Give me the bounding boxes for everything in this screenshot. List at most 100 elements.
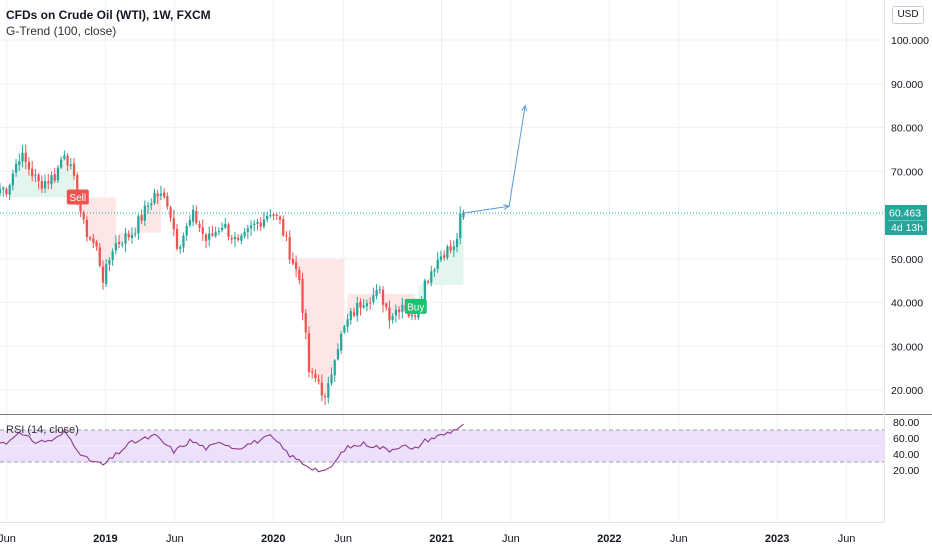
- candle: [159, 193, 163, 196]
- time-tick-label: Jun: [502, 533, 520, 545]
- candle: [285, 235, 288, 237]
- candle: [69, 164, 72, 167]
- candle: [443, 255, 446, 258]
- time-tick-label: Jun: [670, 533, 688, 545]
- candle: [72, 163, 76, 176]
- candle: [272, 214, 275, 216]
- price-tick-label: 40.000: [891, 298, 923, 310]
- candle: [291, 258, 295, 264]
- candle: [50, 175, 53, 185]
- candle: [317, 379, 320, 382]
- candle: [253, 223, 256, 225]
- candle: [455, 238, 459, 248]
- candle: [0, 188, 2, 194]
- candle: [423, 280, 426, 300]
- candle: [24, 152, 27, 162]
- candle: [262, 219, 266, 227]
- signal-sell-badge: [66, 189, 89, 205]
- candle: [208, 233, 211, 240]
- candle: [352, 312, 356, 316]
- candle: [60, 159, 63, 168]
- candle: [323, 396, 327, 398]
- candle: [211, 233, 214, 236]
- candle: [5, 188, 8, 195]
- candle: [320, 382, 323, 396]
- indicator-label[interactable]: G-Trend (100, close): [6, 24, 117, 38]
- candle: [121, 244, 124, 246]
- candle: [343, 326, 346, 333]
- candle: [140, 215, 143, 221]
- candle: [275, 215, 278, 217]
- candle: [101, 266, 105, 283]
- time-tick-label: Jun: [166, 533, 184, 545]
- candle: [76, 174, 79, 202]
- candle: [240, 235, 243, 241]
- candle: [314, 373, 317, 379]
- candle: [224, 223, 227, 228]
- candle: [278, 216, 282, 220]
- time-tick-label: 2022: [597, 533, 621, 545]
- candle: [452, 246, 455, 250]
- candle: [307, 333, 311, 372]
- candle: [150, 203, 153, 206]
- candle: [266, 216, 269, 220]
- rsi-tick-label: 20.00: [893, 465, 919, 477]
- candle: [333, 360, 336, 376]
- candle: [195, 211, 198, 223]
- candle: [56, 167, 60, 181]
- chart-title[interactable]: CFDs on Crude Oil (WTI), 1W, FXCM: [6, 8, 211, 22]
- projection-arrow: [463, 105, 526, 214]
- arrow-head: [503, 203, 511, 211]
- candle: [304, 313, 307, 333]
- candle: [172, 218, 175, 230]
- candle: [201, 227, 204, 234]
- candle: [92, 238, 95, 243]
- candle: [243, 231, 246, 237]
- candle: [330, 374, 333, 384]
- candle: [163, 192, 166, 198]
- candle: [249, 225, 253, 229]
- candle: [198, 223, 201, 228]
- candle: [34, 174, 37, 176]
- candle: [137, 216, 140, 234]
- candle: [191, 209, 195, 222]
- price-tick-label: 70.000: [891, 166, 923, 178]
- candle: [301, 278, 304, 313]
- candle: [410, 314, 414, 317]
- currency-button[interactable]: USD: [892, 6, 924, 24]
- candle: [346, 319, 349, 327]
- rsi-label[interactable]: RSI (14, close): [6, 424, 79, 436]
- candle: [134, 233, 137, 235]
- candle: [169, 207, 172, 218]
- candle: [439, 256, 443, 260]
- candle: [462, 212, 465, 218]
- candle: [214, 232, 217, 237]
- candle: [385, 303, 388, 308]
- candle: [37, 174, 40, 182]
- candle: [21, 152, 24, 162]
- candle: [82, 212, 85, 220]
- rsi-tick-label: 80.00: [893, 417, 919, 429]
- candle: [111, 251, 114, 261]
- candle: [388, 307, 391, 321]
- candle: [98, 247, 101, 266]
- candle: [108, 260, 111, 265]
- candle: [166, 196, 169, 207]
- price-tick-label: 80.000: [891, 123, 923, 135]
- candle: [40, 181, 43, 189]
- sell-zone: [292, 258, 345, 398]
- candle: [294, 262, 298, 270]
- candle: [230, 238, 233, 240]
- price-tick-label: 50.000: [891, 254, 923, 266]
- candle: [362, 305, 365, 308]
- candle: [153, 192, 156, 204]
- price-tick-label: 20.000: [891, 385, 923, 397]
- candle: [372, 295, 375, 303]
- candle: [14, 163, 18, 173]
- candle: [18, 161, 21, 165]
- candle: [288, 237, 291, 260]
- candle: [459, 214, 462, 239]
- bar-countdown: 4d 13h: [891, 222, 923, 234]
- time-tick-label: 2023: [765, 533, 789, 545]
